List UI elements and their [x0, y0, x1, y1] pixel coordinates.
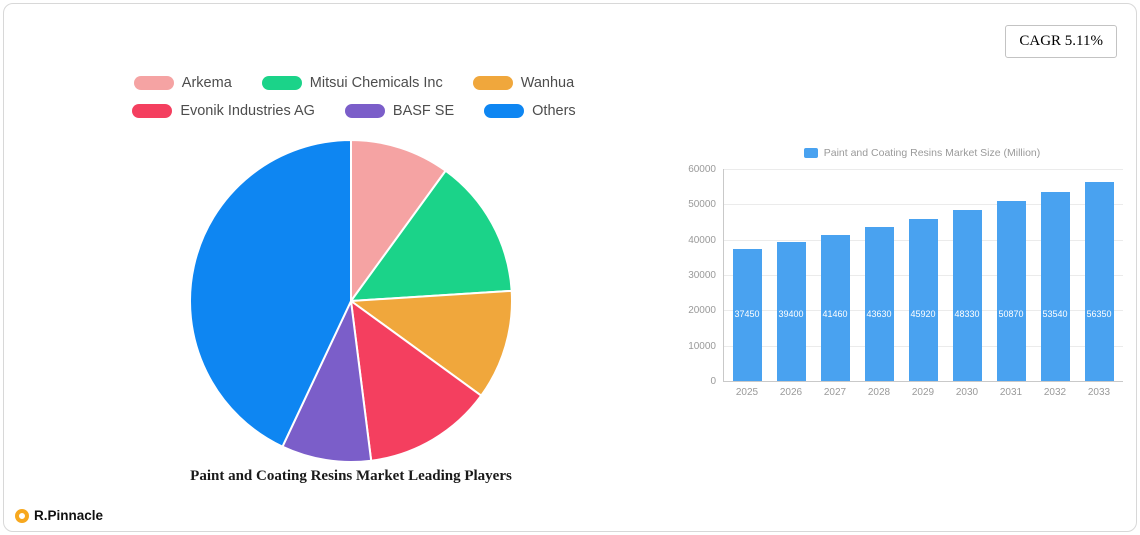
pie-legend-item-arkema[interactable]: Arkema [133, 75, 232, 91]
bar-legend-swatch [803, 148, 818, 159]
y-tick-label: 10000 [688, 340, 716, 352]
y-tick-label: 20000 [688, 305, 716, 317]
y-tick-label: 40000 [688, 234, 716, 246]
x-tick-label: 2033 [1087, 387, 1111, 398]
cagr-badge: CAGR 5.11% [1005, 25, 1117, 58]
legend-label: BASF SE [392, 102, 455, 119]
pie-slice-wanhua[interactable] [350, 289, 513, 397]
legend-swatch [261, 76, 302, 91]
bar-value-label: 56350 [1086, 309, 1112, 319]
bar-legend-label: Paint and Coating Resins Market Size (Mi… [823, 147, 1041, 159]
pie-slice-mitsui-chemicals-inc[interactable] [350, 169, 513, 302]
legend-swatch [132, 103, 173, 118]
y-tick-label: 50000 [688, 199, 716, 211]
gridline [724, 204, 1123, 206]
x-tick-label: 2025 [735, 387, 759, 398]
bar-value-label: 45920 [910, 309, 936, 319]
pie-chart [189, 139, 513, 463]
pie-slice-evonik-industries-ag[interactable] [350, 300, 483, 462]
pie-legend: Arkema Mitsui Chemicals Inc Wanhua Evonik I… [94, 76, 614, 118]
pie-legend-item-mitsui-chemicals-inc[interactable]: Mitsui Chemicals Inc [261, 75, 443, 91]
legend-swatch [472, 76, 513, 91]
legend-label: Evonik Industries AG [180, 102, 315, 119]
pie-chart-title: Paint and Coating Resins Market Leading … [190, 468, 512, 484]
pie-slice-others[interactable] [189, 139, 352, 448]
bar-legend[interactable]: Paint and Coating Resins Market Size (Mi… [721, 148, 1123, 159]
pie-legend-item-wanhua[interactable]: Wanhua [472, 75, 575, 91]
bar-2033[interactable]: 56350 [1084, 181, 1114, 381]
bar-value-label: 53540 [1042, 309, 1068, 319]
y-tick-label: 0 [710, 376, 716, 387]
pie-legend-item-others[interactable]: Others [484, 102, 576, 119]
bar-2025[interactable]: 37450 [732, 248, 762, 381]
x-tick-label: 2027 [823, 387, 847, 398]
x-tick-label: 2030 [955, 387, 979, 398]
bar-value-label: 41460 [822, 309, 848, 319]
brand-logo: R.Pinnacle [15, 509, 103, 523]
x-axis-line [723, 381, 1123, 382]
x-tick-label: 2028 [867, 387, 891, 398]
legend-label: Mitsui Chemicals Inc [309, 75, 443, 91]
bar-2028[interactable]: 43630 [864, 226, 894, 381]
pie-legend-item-basf-se[interactable]: BASF SE [344, 102, 455, 119]
bar-value-label: 43630 [866, 309, 892, 319]
bar-2030[interactable]: 48330 [952, 210, 982, 381]
bar-2029[interactable]: 45920 [908, 218, 938, 381]
x-tick-label: 2031 [999, 387, 1023, 398]
legend-swatch [484, 103, 525, 118]
legend-swatch [133, 76, 174, 91]
brand-logo-icon [15, 509, 29, 523]
x-tick-label: 2029 [911, 387, 935, 398]
y-axis-line [723, 169, 724, 382]
bar-chart: 0 10000 20000 30000 40000 50000 60000 37450 2025… [688, 165, 1123, 398]
legend-label: Arkema [181, 75, 232, 91]
pie-legend-item-evonik-industries-ag[interactable]: Evonik Industries AG [132, 102, 315, 119]
brand-logo-text: R.Pinnacle [34, 508, 104, 524]
pie-slice-basf-se[interactable] [281, 300, 373, 463]
bar-value-label: 48330 [954, 309, 980, 319]
y-tick-label: 30000 [688, 270, 716, 281]
x-tick-label: 2026 [779, 387, 803, 398]
pie-slice-arkema[interactable] [350, 139, 447, 302]
report-card: CAGR 5.11% Arkema Mitsui Chemicals Inc Wan… [3, 3, 1137, 532]
bar-2031[interactable]: 50870 [996, 201, 1026, 381]
bar-2026[interactable]: 39400 [776, 241, 806, 381]
bar-value-label: 37450 [734, 309, 760, 319]
gridline [724, 169, 1123, 170]
legend-swatch [344, 103, 385, 118]
x-tick-label: 2032 [1043, 387, 1067, 398]
bar-2027[interactable]: 41460 [820, 234, 850, 381]
y-tick-label: 60000 [688, 164, 716, 175]
bar-2032[interactable]: 53540 [1040, 191, 1070, 381]
bar-value-label: 39400 [778, 309, 804, 319]
legend-label: Wanhua [520, 75, 575, 91]
bar-value-label: 50870 [998, 309, 1024, 319]
legend-label: Others [532, 102, 576, 119]
